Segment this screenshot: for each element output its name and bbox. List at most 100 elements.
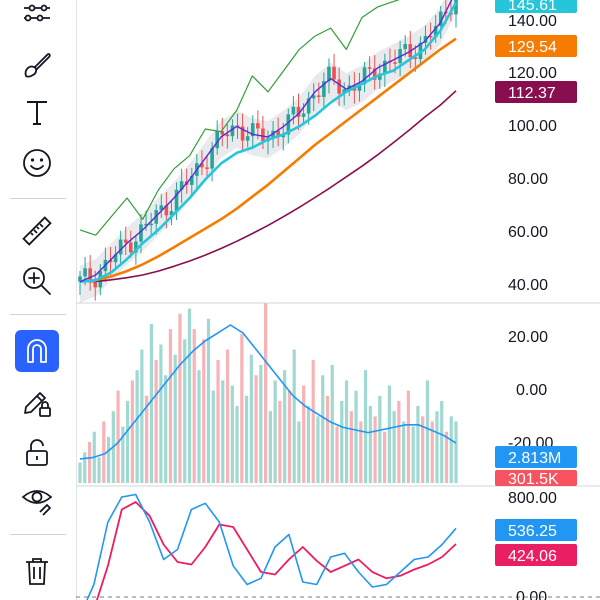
volume-bar bbox=[149, 323, 153, 483]
candle-body bbox=[291, 106, 296, 115]
volume-bar bbox=[387, 385, 391, 483]
volume-bar bbox=[192, 329, 196, 483]
lock-drawing-tool-button[interactable] bbox=[14, 382, 60, 424]
candle-body bbox=[276, 130, 280, 138]
volume-bar bbox=[249, 354, 253, 483]
volume-bar bbox=[292, 349, 296, 483]
candle-body bbox=[403, 44, 407, 50]
chart-area[interactable]: 140.00 120.00 100.00 80.00 60.00 40.00 1… bbox=[76, 0, 600, 600]
hide-drawings-tool-button[interactable] bbox=[14, 478, 60, 520]
trend-line-icon bbox=[24, 4, 50, 22]
volume-bar bbox=[430, 421, 434, 483]
volume-ma-line bbox=[79, 324, 457, 460]
emoji-tool-button[interactable] bbox=[14, 142, 60, 184]
candle-body bbox=[149, 223, 153, 226]
volume-bar bbox=[349, 411, 353, 483]
volume-bar bbox=[373, 416, 377, 483]
volume-bar bbox=[383, 431, 387, 483]
volume-axis[interactable]: 20.00 0.00 -20.00 2.813M 301.5K bbox=[495, 329, 577, 488]
volume-bar bbox=[121, 426, 125, 483]
candle-body bbox=[377, 73, 382, 80]
oscillator-pane[interactable] bbox=[80, 493, 457, 600]
price-axis[interactable]: 140.00 120.00 100.00 80.00 60.00 40.00 1… bbox=[495, 0, 577, 294]
candle-body bbox=[220, 131, 225, 135]
volume-bar bbox=[306, 406, 311, 483]
price-tag-text: 145.61 bbox=[508, 0, 557, 14]
smiley-icon bbox=[23, 149, 51, 177]
price-axis-label: 60.00 bbox=[508, 224, 548, 241]
price-tag-ma-long bbox=[495, 81, 577, 103]
volume-bar bbox=[235, 406, 239, 483]
delete-tool-button[interactable] bbox=[14, 550, 60, 592]
volume-bar bbox=[268, 411, 272, 483]
price-tag-text: 129.54 bbox=[508, 39, 557, 56]
volume-bar bbox=[83, 452, 87, 483]
candle-body bbox=[454, 0, 458, 15]
zoom-in-tool-button[interactable] bbox=[14, 260, 60, 302]
volume-bar bbox=[316, 416, 320, 483]
chart-canvas[interactable]: 140.00 120.00 100.00 80.00 60.00 40.00 1… bbox=[76, 0, 600, 600]
moving-average-long-line bbox=[79, 90, 457, 283]
ruler-tool-button[interactable] bbox=[14, 210, 60, 252]
unlock-tool-button[interactable] bbox=[14, 432, 60, 474]
price-pane[interactable] bbox=[78, 0, 458, 303]
candle-body bbox=[139, 224, 143, 242]
candle-body bbox=[205, 167, 209, 169]
volume-bar bbox=[216, 359, 220, 483]
volume-bar bbox=[444, 431, 449, 483]
ruler-icon bbox=[22, 216, 52, 246]
candle-body bbox=[372, 68, 377, 80]
brush-tool-button[interactable] bbox=[14, 44, 60, 86]
volume-bar bbox=[340, 400, 344, 483]
volume-bar bbox=[421, 416, 425, 483]
pencil-lock-icon bbox=[24, 392, 51, 417]
volume-bar bbox=[454, 421, 458, 483]
volume-bar bbox=[125, 400, 130, 483]
price-axis-label: 140.00 bbox=[508, 13, 557, 30]
candle-body bbox=[174, 189, 179, 212]
volume-bar bbox=[402, 421, 406, 483]
candle-body bbox=[261, 128, 265, 142]
candle-body bbox=[240, 126, 245, 141]
volume-bar bbox=[116, 390, 120, 483]
candle-body bbox=[118, 239, 123, 255]
volume-bar bbox=[435, 411, 439, 483]
candle-body bbox=[306, 98, 311, 114]
volume-bar bbox=[106, 436, 111, 483]
text-tool-button[interactable] bbox=[14, 91, 60, 133]
volume-bar bbox=[416, 406, 420, 483]
volume-bar bbox=[197, 370, 201, 483]
candle-body bbox=[317, 95, 321, 97]
magnet-icon bbox=[27, 339, 47, 363]
candle-body bbox=[322, 81, 326, 97]
volume-bar bbox=[173, 354, 177, 483]
volume-tag-text: 301.5K bbox=[508, 471, 559, 488]
candle-body bbox=[301, 113, 306, 117]
candle-body bbox=[357, 84, 362, 91]
candle-body bbox=[134, 241, 138, 253]
candle-body bbox=[433, 26, 438, 38]
oscillator-slow-line bbox=[95, 501, 457, 600]
volume-tag-text: 2.813M bbox=[508, 450, 561, 467]
oscillator-fast-line bbox=[86, 493, 457, 600]
candle-body bbox=[383, 60, 387, 74]
volume-bar bbox=[206, 318, 211, 483]
candle-body bbox=[108, 259, 113, 263]
candle-body bbox=[225, 134, 230, 137]
candle-body bbox=[256, 123, 260, 129]
oscillator-axis[interactable]: 800.00 0.00 536.25 424.06 bbox=[495, 490, 577, 600]
volume-bar bbox=[254, 375, 258, 483]
price-tag-ma-mid bbox=[495, 0, 577, 13]
volume-bar bbox=[230, 385, 234, 483]
candle-body bbox=[88, 268, 92, 281]
oscillator-slow-tag bbox=[495, 544, 577, 566]
volume-bar bbox=[335, 426, 339, 483]
volume-pane[interactable] bbox=[78, 303, 458, 483]
trend-line-tools-button[interactable] bbox=[14, 0, 60, 34]
price-tag-text: 112.37 bbox=[508, 85, 556, 102]
volume-bar bbox=[354, 390, 358, 483]
price-axis-label: 100.00 bbox=[508, 118, 557, 135]
magnet-tool-button[interactable] bbox=[15, 330, 59, 372]
volume-bar bbox=[406, 390, 411, 483]
volume-axis-label: 0.00 bbox=[516, 382, 547, 399]
